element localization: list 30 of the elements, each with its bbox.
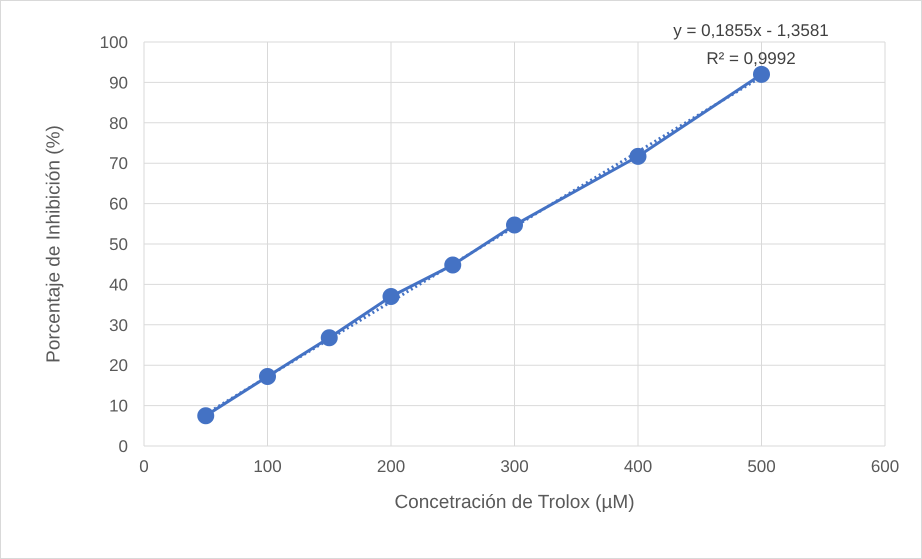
x-tick-label: 400 [624,457,652,476]
point [444,256,462,274]
y-tick-label: 50 [109,235,128,254]
x-axis-title: Concetración de Trolox (µM) [394,492,635,513]
x-tick-label: 100 [253,457,282,476]
x-tick-label: 600 [870,457,900,476]
point [382,288,400,306]
y-tick-label: 20 [109,356,128,376]
x-tick-label: 0 [139,457,149,476]
point [506,216,523,234]
point [320,329,338,346]
x-tick-label: 500 [747,457,776,476]
y-tick-label: 90 [109,73,128,92]
annotation: R² = 0,9992 [705,49,797,69]
point [630,148,646,165]
y-tick-label: 10 [109,396,128,416]
y-tick-label: 100 [100,33,128,52]
x-tick-label: 200 [376,457,406,476]
y-tick-label: 30 [109,316,128,335]
text: y = 0,1855x - 1,3581 [672,21,830,41]
y-tick-label: 70 [109,154,128,174]
x-tick-label: 300 [500,457,529,476]
point [197,407,214,424]
y-tick-label: 0 [118,437,128,456]
y-axis-title: Porcentaje de Inhibición (%) [44,125,65,363]
y-tick-label: 80 [109,114,128,133]
point [259,368,276,386]
y-tick-label: 60 [109,194,128,214]
point [753,66,770,83]
y-tick-label: 40 [109,275,128,294]
